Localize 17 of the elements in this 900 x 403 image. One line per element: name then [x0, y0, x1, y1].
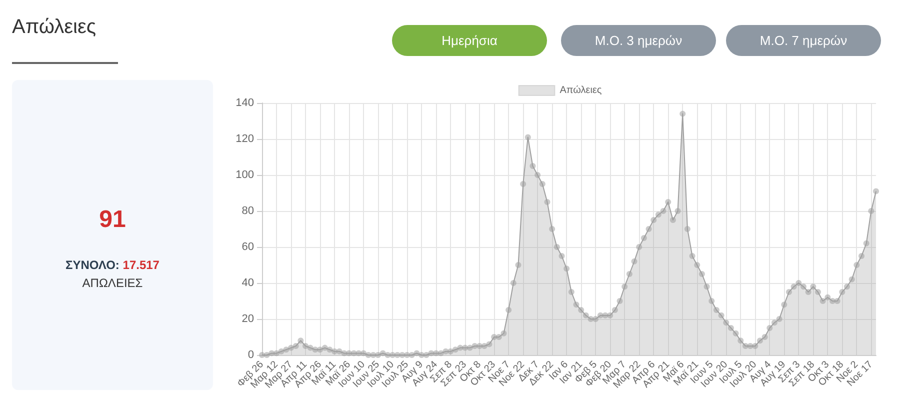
- text: 91: [98, 206, 127, 234]
- y-tick-label: 0: [248, 349, 254, 361]
- text: ΣΥΝΟΛΟ:: [66, 258, 120, 272]
- text: ΑΠΩΛΕΙΕΣ: [81, 276, 144, 290]
- text: 17.517: [122, 258, 160, 272]
- y-tick-label: 100: [236, 169, 254, 181]
- y-tick-label: 40: [242, 277, 254, 289]
- y-tick-label: 140: [236, 97, 254, 109]
- button: Μ.Ο. 7 ημερών: [726, 25, 881, 56]
- y-tick-label: 60: [242, 241, 254, 253]
- y-tick-label: 120: [236, 133, 254, 145]
- button: Ημερήσια: [392, 25, 547, 56]
- legend-label: Απώλειες: [560, 85, 602, 96]
- y-tick-label: 80: [242, 205, 254, 217]
- button: Μ.Ο. 3 ημερών: [561, 25, 716, 56]
- y-tick-label: 20: [242, 313, 254, 325]
- text: Απώλειες: [12, 16, 96, 39]
